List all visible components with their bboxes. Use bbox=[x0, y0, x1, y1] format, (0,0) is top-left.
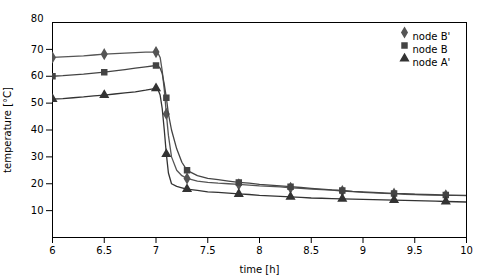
svg-text:7.5: 7.5 bbox=[200, 245, 216, 256]
svg-text:40: 40 bbox=[31, 124, 44, 135]
svg-text:20: 20 bbox=[31, 178, 44, 189]
svg-text:70: 70 bbox=[31, 44, 44, 55]
svg-text:node A': node A' bbox=[413, 57, 451, 68]
svg-text:6.5: 6.5 bbox=[96, 245, 112, 256]
svg-text:80: 80 bbox=[31, 13, 44, 24]
svg-text:10: 10 bbox=[31, 205, 44, 216]
svg-text:10: 10 bbox=[460, 245, 473, 256]
svg-text:50: 50 bbox=[31, 97, 44, 108]
svg-text:7: 7 bbox=[153, 245, 159, 256]
svg-text:9.5: 9.5 bbox=[407, 245, 423, 256]
svg-text:9: 9 bbox=[360, 245, 366, 256]
svg-text:6: 6 bbox=[49, 245, 55, 256]
svg-text:60: 60 bbox=[31, 70, 44, 81]
svg-text:time [h]: time [h] bbox=[240, 264, 280, 275]
svg-text:8.5: 8.5 bbox=[303, 245, 319, 256]
svg-text:node B': node B' bbox=[413, 31, 451, 42]
svg-text:30: 30 bbox=[31, 151, 44, 162]
svg-text:8: 8 bbox=[256, 245, 262, 256]
svg-text:temperature [°C]: temperature [°C] bbox=[2, 87, 13, 173]
svg-text:node B: node B bbox=[413, 44, 448, 55]
